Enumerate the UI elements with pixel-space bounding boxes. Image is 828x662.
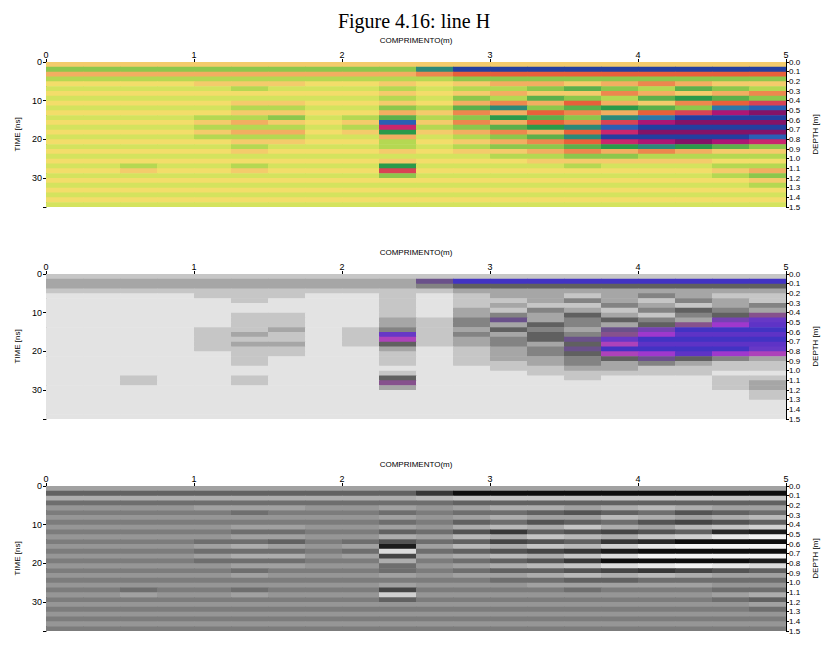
svg-text:1.5: 1.5 <box>789 415 801 424</box>
svg-text:0.9: 0.9 <box>789 357 801 366</box>
svg-text:0.6: 0.6 <box>789 116 801 125</box>
svg-text:COMPRIMENTO(m): COMPRIMENTO(m) <box>380 36 453 45</box>
svg-text:0.3: 0.3 <box>789 511 801 520</box>
svg-text:1: 1 <box>191 474 196 484</box>
svg-text:0.2: 0.2 <box>789 77 801 86</box>
svg-text:COMPRIMENTO(m): COMPRIMENTO(m) <box>380 248 453 257</box>
svg-text:0.1: 0.1 <box>789 279 801 288</box>
svg-text:10: 10 <box>32 308 42 318</box>
svg-text:1.5: 1.5 <box>789 203 801 212</box>
svg-text:20: 20 <box>32 134 42 144</box>
svg-text:30: 30 <box>32 385 42 395</box>
svg-text:0.8: 0.8 <box>789 559 801 568</box>
svg-text:0.1: 0.1 <box>789 491 801 500</box>
svg-text:1.4: 1.4 <box>789 193 801 202</box>
svg-text:0.4: 0.4 <box>789 308 801 317</box>
svg-text:0.3: 0.3 <box>789 299 801 308</box>
svg-text:0: 0 <box>37 269 42 279</box>
svg-text:TIME [ns]: TIME [ns] <box>13 329 22 363</box>
svg-text:20: 20 <box>32 346 42 356</box>
svg-text:0: 0 <box>37 481 42 491</box>
svg-text:1.0: 1.0 <box>789 578 801 587</box>
svg-text:1: 1 <box>191 50 196 60</box>
svg-text:2: 2 <box>339 50 344 60</box>
svg-text:30: 30 <box>32 597 42 607</box>
svg-text:1.2: 1.2 <box>789 174 801 183</box>
svg-text:0: 0 <box>43 50 48 60</box>
svg-text:0: 0 <box>37 57 42 67</box>
svg-text:0.7: 0.7 <box>789 337 801 346</box>
svg-text:DEPTH [m]: DEPTH [m] <box>811 114 820 154</box>
svg-text:1.4: 1.4 <box>789 405 801 414</box>
svg-text:0.2: 0.2 <box>789 501 801 510</box>
svg-text:5: 5 <box>783 262 788 272</box>
svg-text:0.1: 0.1 <box>789 67 801 76</box>
svg-text:1.5: 1.5 <box>789 627 801 636</box>
svg-text:4: 4 <box>635 474 640 484</box>
svg-text:0: 0 <box>43 474 48 484</box>
svg-text:1.3: 1.3 <box>789 607 801 616</box>
svg-text:TIME [ns]: TIME [ns] <box>13 117 22 151</box>
svg-text:3: 3 <box>487 474 492 484</box>
svg-text:0.7: 0.7 <box>789 549 801 558</box>
svg-text:0.9: 0.9 <box>789 569 801 578</box>
svg-text:1.4: 1.4 <box>789 617 801 626</box>
svg-text:0.0: 0.0 <box>789 270 801 279</box>
svg-text:1.2: 1.2 <box>789 386 801 395</box>
svg-text:0.5: 0.5 <box>789 318 801 327</box>
svg-text:0.0: 0.0 <box>789 482 801 491</box>
svg-text:1.3: 1.3 <box>789 183 801 192</box>
svg-text:3: 3 <box>487 50 492 60</box>
svg-text:0.4: 0.4 <box>789 96 801 105</box>
svg-text:2: 2 <box>339 474 344 484</box>
svg-text:0.3: 0.3 <box>789 87 801 96</box>
svg-text:1.1: 1.1 <box>789 588 801 597</box>
svg-text:0.5: 0.5 <box>789 106 801 115</box>
svg-text:0.2: 0.2 <box>789 289 801 298</box>
svg-text:0.4: 0.4 <box>789 520 801 529</box>
svg-text:DEPTH [m]: DEPTH [m] <box>811 326 820 366</box>
svg-text:1.1: 1.1 <box>789 164 801 173</box>
svg-text:1.3: 1.3 <box>789 395 801 404</box>
svg-text:4: 4 <box>635 262 640 272</box>
svg-text:20: 20 <box>32 558 42 568</box>
svg-text:1.0: 1.0 <box>789 154 801 163</box>
svg-text:0.8: 0.8 <box>789 135 801 144</box>
svg-text:10: 10 <box>32 96 42 106</box>
svg-text:5: 5 <box>783 50 788 60</box>
svg-text:1.2: 1.2 <box>789 598 801 607</box>
svg-text:0.0: 0.0 <box>789 58 801 67</box>
svg-text:0.5: 0.5 <box>789 530 801 539</box>
svg-text:0.7: 0.7 <box>789 125 801 134</box>
svg-text:5: 5 <box>783 474 788 484</box>
svg-text:1.0: 1.0 <box>789 366 801 375</box>
svg-text:0.6: 0.6 <box>789 328 801 337</box>
svg-text:1.1: 1.1 <box>789 376 801 385</box>
svg-text:TIME [ns]: TIME [ns] <box>13 541 22 575</box>
svg-text:COMPRIMENTO(m): COMPRIMENTO(m) <box>380 460 453 469</box>
svg-text:0: 0 <box>43 262 48 272</box>
svg-text:0.6: 0.6 <box>789 540 801 549</box>
svg-text:0.9: 0.9 <box>789 145 801 154</box>
svg-text:3: 3 <box>487 262 492 272</box>
svg-text:4: 4 <box>635 50 640 60</box>
svg-text:30: 30 <box>32 173 42 183</box>
svg-text:2: 2 <box>339 262 344 272</box>
svg-text:DEPTH [m]: DEPTH [m] <box>811 538 820 578</box>
svg-text:0.8: 0.8 <box>789 347 801 356</box>
svg-text:Figure 4.16: line H: Figure 4.16: line H <box>338 10 490 33</box>
svg-text:1: 1 <box>191 262 196 272</box>
svg-text:10: 10 <box>32 520 42 530</box>
